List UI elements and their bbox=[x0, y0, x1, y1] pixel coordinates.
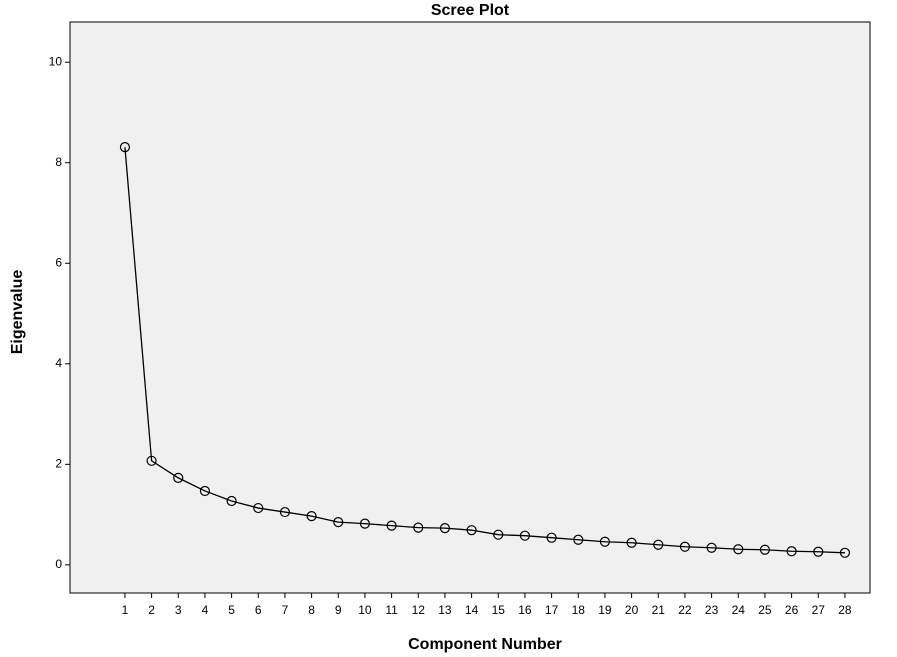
point bbox=[493, 529, 504, 540]
point bbox=[226, 495, 237, 507]
point bbox=[839, 547, 851, 558]
y-tick-label: 4 bbox=[55, 356, 62, 370]
y-tick-label: 2 bbox=[55, 456, 62, 470]
x-tick-label: 17 bbox=[545, 603, 559, 617]
point bbox=[413, 522, 424, 533]
x-tick-label: 21 bbox=[652, 603, 666, 617]
point bbox=[546, 532, 557, 543]
chart-title: Scree Plot bbox=[431, 2, 510, 19]
x-tick-label: 13 bbox=[438, 603, 452, 617]
point bbox=[199, 485, 211, 497]
x-tick-label: 26 bbox=[785, 603, 799, 617]
point bbox=[573, 534, 584, 545]
x-tick-label: 20 bbox=[625, 603, 639, 617]
point bbox=[733, 544, 744, 555]
point bbox=[279, 506, 291, 518]
y-tick-label: 8 bbox=[55, 155, 62, 169]
point bbox=[653, 539, 664, 550]
x-tick-label: 6 bbox=[255, 603, 262, 617]
point bbox=[146, 455, 157, 466]
x-tick-label: 5 bbox=[228, 603, 235, 617]
plot-area bbox=[69, 21, 871, 594]
point bbox=[386, 520, 397, 531]
x-tick-label: 4 bbox=[202, 603, 209, 617]
y-tick-label: 0 bbox=[55, 557, 62, 571]
x-tick-label: 9 bbox=[335, 603, 342, 617]
y-tick-label: 6 bbox=[55, 255, 62, 269]
point bbox=[519, 530, 531, 541]
point bbox=[173, 472, 184, 483]
y-tick-label: 10 bbox=[49, 54, 63, 68]
x-axis-label: Component Number bbox=[408, 636, 562, 653]
point bbox=[759, 544, 771, 555]
x-tick-label: 27 bbox=[812, 603, 826, 617]
x-tick-label: 7 bbox=[282, 603, 289, 617]
point bbox=[813, 546, 824, 557]
x-tick-label: 3 bbox=[175, 603, 182, 617]
point bbox=[119, 142, 131, 153]
point bbox=[253, 502, 264, 514]
x-tick-label: 22 bbox=[678, 603, 692, 617]
x-tick-label: 14 bbox=[465, 603, 479, 617]
point bbox=[333, 517, 344, 528]
x-tick-label: 23 bbox=[705, 603, 719, 617]
x-tick-label: 28 bbox=[838, 603, 852, 617]
point bbox=[439, 523, 451, 534]
x-tick-label: 11 bbox=[385, 603, 398, 617]
line bbox=[124, 147, 845, 554]
x-tick-label: 1 bbox=[122, 603, 129, 617]
x-tick-label: 18 bbox=[572, 603, 586, 617]
x-tick-label: 10 bbox=[358, 603, 372, 617]
x-tick-label: 19 bbox=[598, 603, 612, 617]
point bbox=[599, 536, 611, 547]
x-tick-label: 12 bbox=[412, 603, 426, 617]
point bbox=[626, 537, 637, 548]
point bbox=[306, 510, 317, 522]
point bbox=[679, 541, 691, 552]
point bbox=[359, 518, 371, 529]
x-tick-label: 24 bbox=[732, 603, 746, 617]
point bbox=[466, 525, 477, 536]
x-tick-label: 15 bbox=[492, 603, 506, 617]
x-tick-label: 2 bbox=[148, 603, 155, 617]
x-tick-label: 8 bbox=[308, 603, 315, 617]
point bbox=[706, 542, 717, 553]
point bbox=[786, 546, 797, 557]
x-tick-label: 16 bbox=[518, 603, 532, 617]
x-tick-label: 25 bbox=[758, 603, 772, 617]
y-axis-label: Eigenvalue bbox=[9, 270, 26, 355]
